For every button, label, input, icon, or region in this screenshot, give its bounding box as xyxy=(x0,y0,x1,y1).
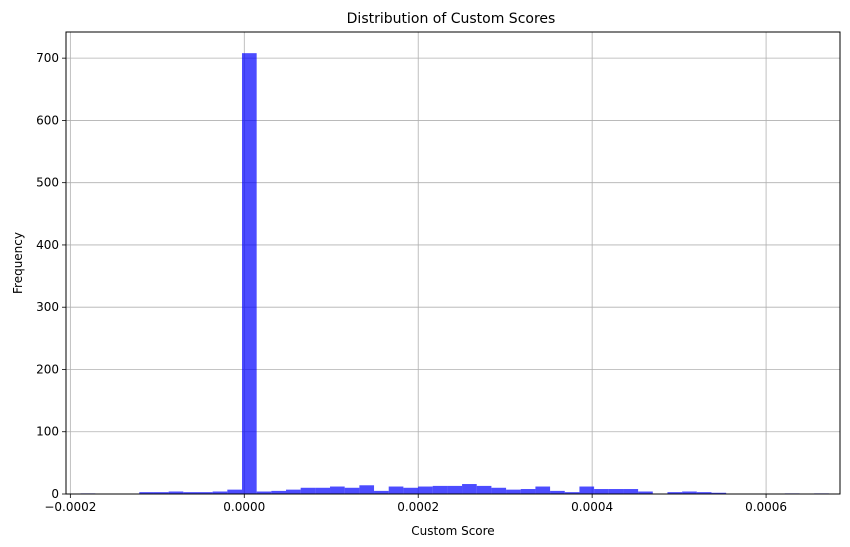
histogram-bar-20 xyxy=(374,490,389,494)
y-tick-label-0: 0 xyxy=(51,487,59,501)
histogram-bar-34 xyxy=(579,486,595,494)
histogram-bar-12 xyxy=(256,491,272,494)
y-tick-label-1: 100 xyxy=(36,425,59,439)
histogram-bar-17 xyxy=(330,486,345,494)
histogram-bar-4 xyxy=(139,492,154,494)
y-tick-label-6: 600 xyxy=(36,113,59,127)
histogram-bar-30 xyxy=(520,489,536,494)
chart-title: Distribution of Custom Scores xyxy=(347,11,556,27)
histogram-bar-27 xyxy=(476,485,492,494)
y-tick-label-2: 200 xyxy=(36,362,59,376)
histogram-bar-24 xyxy=(432,485,448,494)
x-tick-label-1: 0.0000 xyxy=(223,500,265,514)
x-axis-ticks: −0.0002 0.0000 0.0002 0.0004 0.0006 xyxy=(44,494,787,514)
x-tick-label-4: 0.0006 xyxy=(745,500,787,514)
plot-frame xyxy=(65,31,841,495)
x-axis-title: Custom Score xyxy=(411,524,494,538)
histogram-bar-6 xyxy=(168,491,184,494)
histogram-bar-31 xyxy=(535,486,551,494)
histogram-bar-13 xyxy=(271,490,287,494)
histogram-bar-26 xyxy=(462,484,477,494)
histogram-bar-35 xyxy=(594,489,609,494)
histogram-bar-38 xyxy=(638,491,653,494)
histogram-bar-42 xyxy=(696,492,712,494)
histogram-bar-41 xyxy=(682,491,697,494)
histogram-bar-22 xyxy=(403,487,419,494)
histogram-bar-19 xyxy=(359,485,375,494)
histogram-bar-14 xyxy=(286,489,301,494)
histogram-bar-5 xyxy=(153,492,169,494)
histogram-bar-43 xyxy=(711,492,727,494)
x-tick-label-0: −0.0002 xyxy=(44,500,96,514)
histogram-bar-36 xyxy=(608,489,624,494)
histogram-bar-21 xyxy=(388,486,404,494)
y-axis-ticks: 0 100 200 300 400 500 600 700 xyxy=(36,51,66,501)
histogram-bar-28 xyxy=(491,487,507,494)
x-tick-label-2: 0.0002 xyxy=(397,500,439,514)
histogram-bar-25 xyxy=(447,485,463,494)
y-tick-label-7: 700 xyxy=(36,51,59,65)
y-axis-title: Frequency xyxy=(11,232,25,294)
y-tick-label-3: 300 xyxy=(36,300,59,314)
histogram-bar-29 xyxy=(506,489,521,494)
histogram-bar-32 xyxy=(550,490,565,494)
histogram-bar-11 xyxy=(241,53,257,495)
histogram-bar-40 xyxy=(667,492,683,494)
histogram-bar-16 xyxy=(315,487,331,494)
histogram-bar-23 xyxy=(418,486,433,494)
x-tick-label-3: 0.0004 xyxy=(571,500,613,514)
histogram-bar-8 xyxy=(197,492,213,494)
histogram-bar-37 xyxy=(623,489,639,494)
histogram-bar-7 xyxy=(183,492,198,494)
y-tick-label-5: 500 xyxy=(36,176,59,190)
histogram-bar-9 xyxy=(212,491,228,494)
histogram-bars xyxy=(80,53,829,495)
histogram-bar-33 xyxy=(564,492,580,494)
y-tick-label-4: 400 xyxy=(36,238,59,252)
histogram-bar-10 xyxy=(227,489,242,494)
histogram-bar-15 xyxy=(300,487,316,494)
histogram-bar-18 xyxy=(344,487,360,494)
